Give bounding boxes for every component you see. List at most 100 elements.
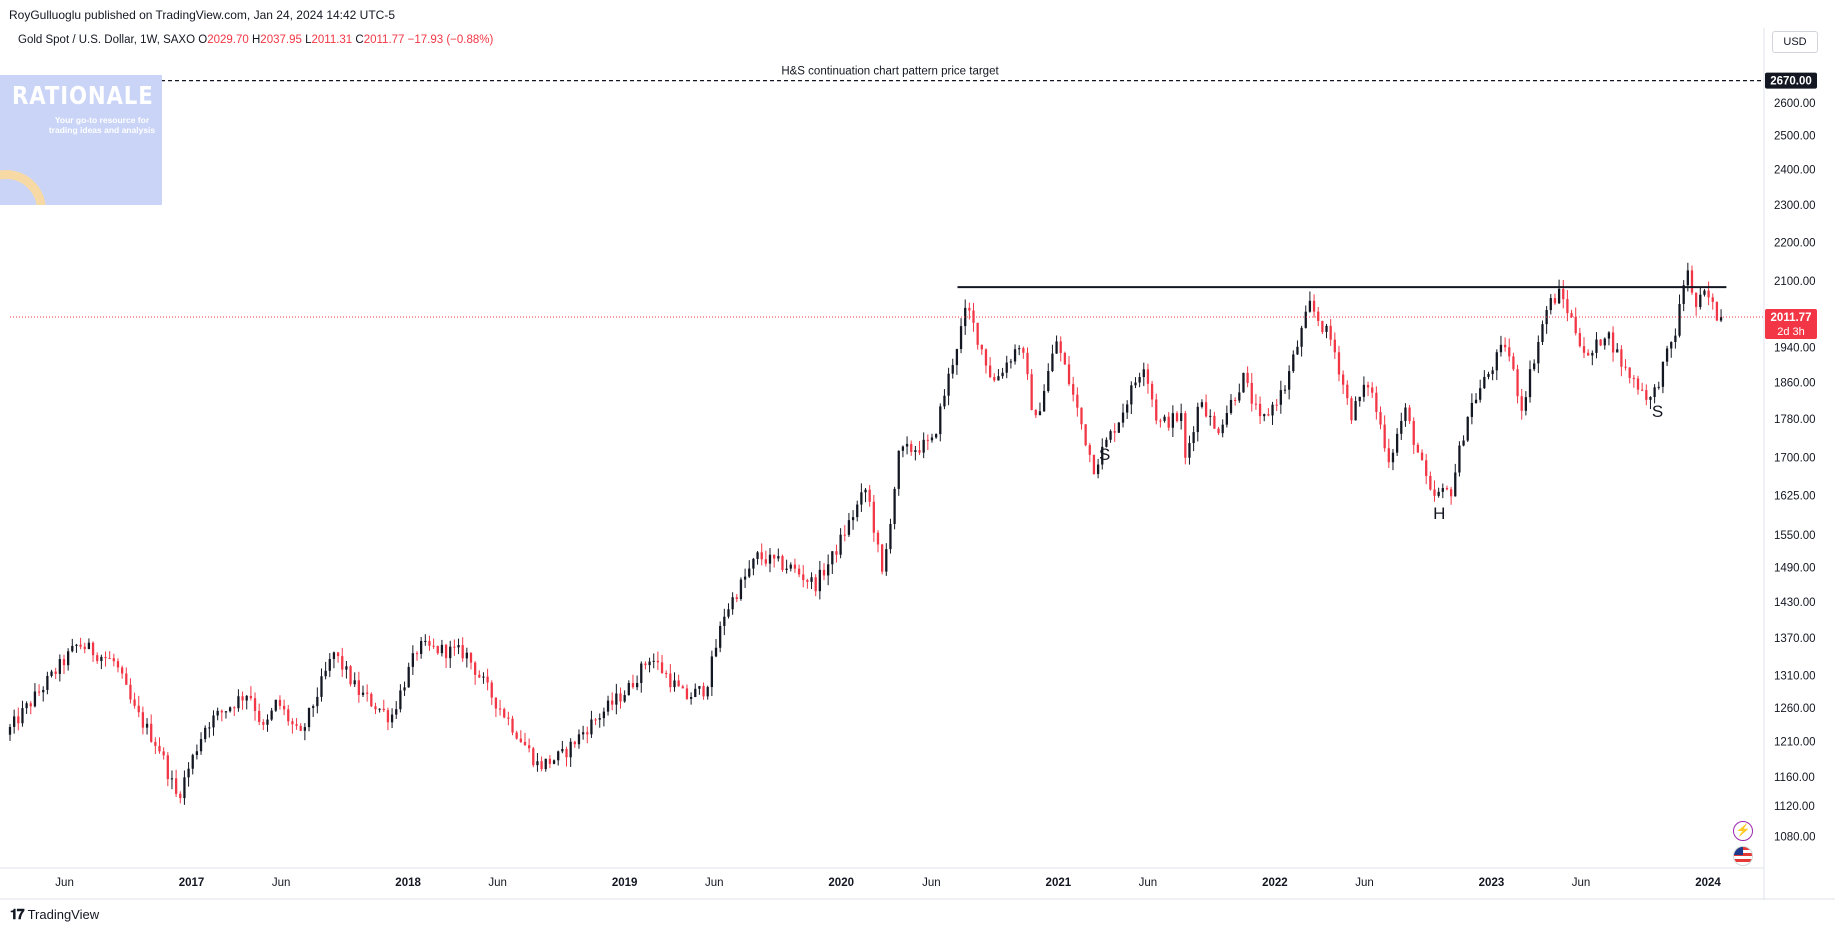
- candle-body: [378, 708, 381, 710]
- candle-body: [839, 534, 842, 555]
- candle-body: [532, 748, 535, 766]
- y-tick-label: 1430.00: [1774, 597, 1816, 609]
- candle-body: [1636, 378, 1640, 390]
- lightning-icon[interactable]: ⚡: [1733, 821, 1753, 841]
- candle-body: [13, 716, 16, 727]
- y-tick-label: 1860.00: [1774, 378, 1816, 390]
- y-tick-label: 1490.00: [1774, 563, 1816, 575]
- symbol-legend[interactable]: Gold Spot / U.S. Dollar, 1W, SAXO O2029.…: [18, 34, 493, 46]
- candle-body: [1449, 489, 1453, 497]
- candle-body: [1271, 404, 1274, 416]
- candle-body: [602, 711, 606, 719]
- candle-body: [1009, 361, 1013, 363]
- candle-body: [1167, 416, 1170, 428]
- candle-body: [278, 699, 282, 706]
- candle-body: [1607, 332, 1611, 339]
- x-tick-label: 2024: [1695, 877, 1721, 889]
- candle-body: [1096, 464, 1100, 475]
- candle-body: [108, 658, 111, 660]
- candle-body: [1221, 424, 1224, 434]
- candle-body: [1130, 385, 1133, 405]
- candle-body: [444, 644, 448, 659]
- tradingview-brand[interactable]: 𝟏𝟕 TradingView: [10, 906, 99, 923]
- candle-body: [1454, 472, 1457, 497]
- candle-body: [390, 714, 394, 723]
- candle-body: [411, 653, 414, 667]
- candle-body: [681, 686, 684, 689]
- candle-body: [1018, 348, 1021, 350]
- candle-body: [1001, 372, 1004, 377]
- candle-body: [968, 307, 971, 311]
- candle-body: [170, 778, 174, 780]
- candle-body: [1599, 339, 1602, 346]
- candle-body: [810, 577, 813, 582]
- candle-body: [901, 446, 905, 451]
- candle-body: [141, 712, 145, 728]
- candle-body: [955, 349, 959, 366]
- candle-body: [474, 662, 477, 675]
- candle-body: [980, 344, 983, 350]
- candle-body: [1142, 369, 1145, 378]
- logo-title: RATIONALE: [12, 81, 154, 110]
- candle-body: [835, 551, 838, 555]
- candle-body: [577, 734, 581, 745]
- candle-body: [1371, 387, 1374, 393]
- us-flag-icon[interactable]: [1733, 846, 1753, 866]
- candle-body: [656, 660, 660, 663]
- candle-body: [1495, 352, 1498, 371]
- candle-body: [316, 696, 319, 707]
- candle-body: [951, 365, 954, 374]
- price-chart[interactable]: 1080.00 1120.00 1160.00 1210.00 1260.00 1310.…: [0, 0, 1835, 900]
- candle-body: [851, 517, 855, 521]
- candle-body: [1628, 367, 1631, 378]
- candle-body: [872, 501, 875, 533]
- pattern-label: S: [1099, 445, 1110, 464]
- candle-body: [320, 676, 323, 697]
- high-value: 2037.95: [260, 34, 302, 46]
- candle-body: [781, 556, 784, 570]
- candle-body: [1416, 444, 1420, 453]
- candle-body: [1072, 384, 1075, 395]
- candle-body: [1591, 352, 1594, 356]
- candle-body: [1196, 406, 1199, 433]
- candle-body: [312, 706, 315, 708]
- candle-body: [449, 646, 452, 659]
- candle-body: [1308, 300, 1312, 312]
- candle-body: [1146, 369, 1150, 384]
- candle-body: [619, 693, 622, 702]
- candle-body: [87, 642, 91, 650]
- logo-tagline: Your go-to resource for trading ideas an…: [48, 115, 156, 135]
- candle-body: [1570, 313, 1573, 318]
- candle-body: [561, 748, 564, 752]
- candle-body: [540, 761, 543, 770]
- currency-button[interactable]: USD: [1772, 31, 1818, 53]
- candle-body: [1408, 407, 1411, 422]
- candle-body: [1246, 372, 1249, 383]
- candle-body: [1067, 364, 1071, 385]
- candle-body: [233, 707, 236, 709]
- pattern-label: S: [1652, 402, 1663, 421]
- change-value: −17.93 (−0.88%): [407, 34, 494, 46]
- candle-body: [307, 707, 311, 728]
- x-tick-label: Jun: [272, 877, 291, 889]
- x-tick-label: Jun: [1139, 877, 1158, 889]
- candle-body: [623, 695, 626, 702]
- candle-body: [299, 725, 302, 731]
- y-tick-label: 1550.00: [1774, 530, 1816, 542]
- candle-body: [453, 646, 456, 648]
- candle-body: [212, 715, 215, 728]
- candle-body: [1055, 341, 1058, 354]
- x-tick-label: Jun: [705, 877, 724, 889]
- candle-body: [1267, 414, 1270, 416]
- candle-body: [1582, 346, 1586, 353]
- open-label: O: [198, 34, 208, 46]
- y-tick-label: 1700.00: [1774, 453, 1816, 465]
- candle-body: [266, 719, 269, 725]
- candle-body: [183, 777, 186, 799]
- candle-body: [1366, 384, 1370, 388]
- symbol-name[interactable]: Gold Spot / U.S. Dollar, 1W, SAXO: [18, 34, 196, 46]
- candle-body: [860, 492, 863, 505]
- candle-body: [943, 395, 946, 407]
- candle-body: [1479, 388, 1482, 400]
- candle-body: [1005, 362, 1008, 373]
